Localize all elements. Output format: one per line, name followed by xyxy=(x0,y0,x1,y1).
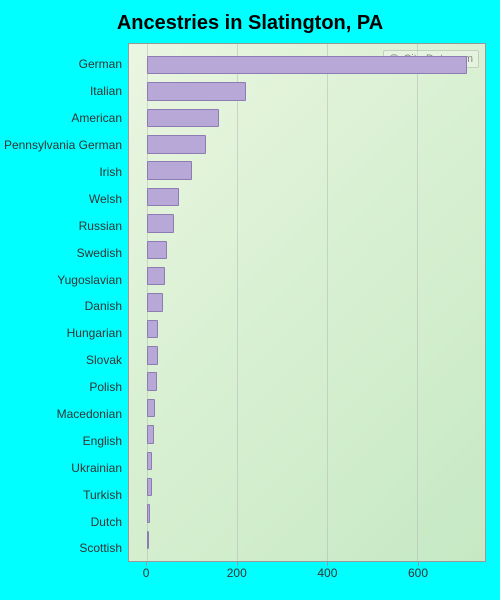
y-axis-label: Pennsylvania German xyxy=(0,132,128,159)
bar xyxy=(147,135,206,153)
bar xyxy=(147,267,165,285)
bar xyxy=(147,293,163,311)
bar-row xyxy=(129,500,485,526)
y-axis-label: Dutch xyxy=(0,508,128,535)
chart-title: Ancestries in Slatington, PA xyxy=(117,12,383,35)
y-axis-label: Danish xyxy=(0,293,128,320)
bar-row xyxy=(129,184,485,210)
bar xyxy=(147,109,219,127)
x-axis: 0 200 400 600 xyxy=(128,562,486,590)
bar-row xyxy=(129,105,485,131)
y-axis-label: Slovak xyxy=(0,347,128,374)
y-axis-label: Macedonian xyxy=(0,401,128,428)
y-axis-labels: GermanItalianAmericanPennsylvania German… xyxy=(0,43,128,590)
bar xyxy=(147,214,174,232)
y-axis-label: Italian xyxy=(0,78,128,105)
bar-row xyxy=(129,210,485,236)
bar xyxy=(147,531,149,549)
bar xyxy=(147,346,158,364)
bar-row xyxy=(129,369,485,395)
bar-row xyxy=(129,421,485,447)
bar xyxy=(147,188,179,206)
y-axis-label: Polish xyxy=(0,374,128,401)
bar-row xyxy=(129,237,485,263)
bar xyxy=(147,425,154,443)
bar xyxy=(147,504,150,522)
bar-row xyxy=(129,52,485,78)
x-axis-tick: 600 xyxy=(408,566,428,580)
y-axis-label: Turkish xyxy=(0,481,128,508)
bars-group xyxy=(129,52,485,553)
y-axis-label: Irish xyxy=(0,159,128,186)
bar-row xyxy=(129,289,485,315)
bar xyxy=(147,241,167,259)
chart-container: Ancestries in Slatington, PA GermanItali… xyxy=(0,0,500,600)
bar xyxy=(147,82,246,100)
y-axis-label: Yugoslavian xyxy=(0,266,128,293)
y-axis-label: German xyxy=(0,51,128,78)
y-axis-label: Swedish xyxy=(0,239,128,266)
x-axis-tick: 0 xyxy=(143,566,150,580)
bar-row xyxy=(129,263,485,289)
bar xyxy=(147,399,155,417)
bar xyxy=(147,372,157,390)
bar-row xyxy=(129,158,485,184)
x-axis-tick: 400 xyxy=(317,566,337,580)
y-axis-label: Russian xyxy=(0,212,128,239)
bar xyxy=(147,161,192,179)
y-axis-label: Hungarian xyxy=(0,320,128,347)
bar xyxy=(147,478,152,496)
plot-area: City-Data.com xyxy=(128,43,486,562)
plot-column: City-Data.com 0 200 400 600 xyxy=(128,43,486,590)
bar-row xyxy=(129,474,485,500)
bar-row xyxy=(129,448,485,474)
bar-row xyxy=(129,131,485,157)
bar-row xyxy=(129,316,485,342)
y-axis-label: Welsh xyxy=(0,185,128,212)
y-axis-label: Scottish xyxy=(0,535,128,562)
x-axis-tick: 200 xyxy=(227,566,247,580)
y-axis-label: American xyxy=(0,105,128,132)
y-axis-label: English xyxy=(0,427,128,454)
bar xyxy=(147,452,152,470)
y-axis-label: Ukrainian xyxy=(0,454,128,481)
chart-body: GermanItalianAmericanPennsylvania German… xyxy=(0,43,500,600)
bar-row xyxy=(129,342,485,368)
bar-row xyxy=(129,527,485,553)
bar xyxy=(147,320,158,338)
bar-row xyxy=(129,395,485,421)
bar-row xyxy=(129,78,485,104)
bar xyxy=(147,56,467,74)
